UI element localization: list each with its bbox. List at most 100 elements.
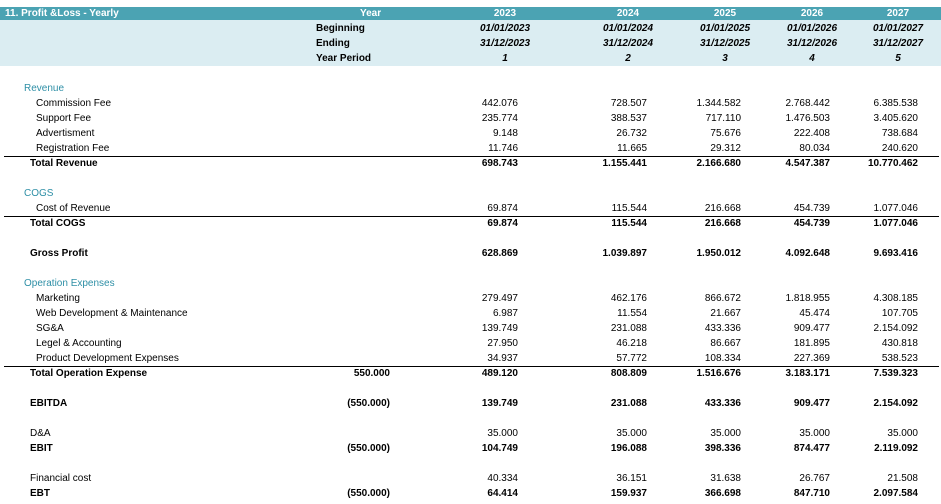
year-period-value: 1 [502,53,508,64]
ending-date: 31/12/2027 [872,38,924,49]
year-value-cell: 35.000 [710,428,741,439]
year-value-cell: 433.336 [704,323,741,334]
year-value-cell: 216.668 [704,218,741,229]
year-value-cell: 80.034 [799,143,830,154]
year-value-cell: 69.874 [487,203,518,214]
total-rule [4,156,939,157]
year-period-value: 4 [809,53,815,64]
year-value-cell: 216.668 [704,203,741,214]
year-value-cell: 227.369 [793,353,830,364]
year-value-cell: 909.477 [793,323,830,334]
year-value-cell: 104.749 [481,443,518,454]
year-header: 2023 [493,8,517,19]
year-value-cell: 628.869 [481,248,518,259]
year-value-cell: 1.077.046 [873,218,919,229]
year-value-cell: 2.154.092 [873,398,919,409]
section-heading: COGS [24,188,54,199]
year-value-cell: 21.508 [887,473,918,484]
year-value-cell: 45.474 [799,308,830,319]
year-value-cell: 3.405.620 [873,113,919,124]
year-value-cell: 75.676 [710,128,741,139]
year-value-cell: 738.684 [881,128,918,139]
year-value-cell: 866.672 [704,293,741,304]
total-row-label: Total COGS [30,218,86,229]
year-period-value: 2 [625,53,631,64]
summary-row-label: EBITDA [30,398,68,409]
year-value-cell: 462.176 [610,293,647,304]
year-value-cell: 1.155.441 [602,158,648,169]
section-heading: Revenue [24,83,65,94]
year-value-cell: 2.154.092 [873,323,919,334]
year-value-cell: 9.693.416 [873,248,919,259]
year-value-cell: 231.088 [610,323,647,334]
ending-date: 31/12/2024 [602,38,654,49]
year-value-cell: 29.312 [710,143,741,154]
total-rule [4,366,939,367]
year-value-cell: 1.039.897 [602,248,648,259]
year-value-cell: 366.698 [704,488,741,499]
ending-date: 31/12/2025 [699,38,751,49]
year-value-cell: 847.710 [793,488,830,499]
year-value-cell: 1.516.676 [696,368,742,379]
beginning-date: 01/01/2024 [602,23,654,34]
year-value-cell: 40.334 [487,473,518,484]
year-value-cell: 9.148 [492,128,518,139]
year-period-label: Year Period [316,53,372,64]
year-value-cell: 1.344.582 [696,98,742,109]
year-value-cell: 64.414 [487,488,518,499]
year-value-cell: 454.739 [793,203,830,214]
year-value-cell: 222.408 [793,128,830,139]
pre-period-value: (550.000) [347,398,390,409]
year-value-cell: 27.950 [487,338,518,349]
year-value-cell: 279.497 [481,293,518,304]
year-value-cell: 115.544 [611,203,647,214]
year-value-cell: 235.774 [481,113,518,124]
year-value-cell: 2.166.680 [696,158,742,169]
year-value-cell: 159.937 [610,488,647,499]
year-value-cell: 57.772 [616,353,647,364]
year-value-cell: 398.336 [704,443,741,454]
year-value-cell: 1.077.046 [873,203,919,214]
year-value-cell: 6.987 [492,308,518,319]
beginning-date: 01/01/2026 [786,23,838,34]
year-value-cell: 7.539.323 [873,368,919,379]
year-value-cell: 108.334 [704,353,741,364]
year-value-cell: 231.088 [610,398,647,409]
summary-row-label: EBT [30,488,50,499]
pre-period-value: (550.000) [347,443,390,454]
total-row-label: Total Revenue [30,158,98,169]
pre-period-value: 550.000 [353,368,390,379]
line-item-label: Marketing [36,293,80,304]
year-value-cell: 46.218 [616,338,647,349]
year-value-cell: 442.076 [481,98,518,109]
year-value-cell: 454.739 [793,218,830,229]
year-value-cell: 115.544 [611,218,647,229]
year-value-cell: 11.554 [617,308,647,319]
year-header: 2024 [616,8,640,19]
year-value-cell: 728.507 [610,98,647,109]
year-value-cell: 698.743 [481,158,518,169]
total-rule [4,216,939,217]
line-item-label: Web Development & Maintenance [36,308,188,319]
year-value-cell: 909.477 [793,398,830,409]
year-value-cell: 433.336 [704,398,741,409]
line-item-label: Product Development Expenses [36,353,179,364]
year-value-cell: 10.770.462 [867,158,918,169]
year-value-cell: 26.767 [799,473,830,484]
year-value-cell: 874.477 [793,443,830,454]
total-row-label: Total Operation Expense [30,368,148,379]
year-value-cell: 4.092.648 [785,248,831,259]
year-value-cell: 1.818.955 [785,293,831,304]
pre-period-value: (550.000) [347,488,390,499]
year-value-cell: 2.119.092 [874,443,918,454]
year-header: 2027 [886,8,910,19]
line-item-label: Registration Fee [36,143,110,154]
line-item-label: Legel & Accounting [36,338,122,349]
year-value-cell: 430.818 [881,338,918,349]
summary-row-label: EBIT [30,443,53,454]
year-value-cell: 69.874 [487,218,518,229]
year-value-cell: 139.749 [481,323,518,334]
year-value-cell: 35.000 [887,428,918,439]
beginning-date: 01/01/2027 [872,23,924,34]
summary-row-label: Gross Profit [30,248,88,259]
